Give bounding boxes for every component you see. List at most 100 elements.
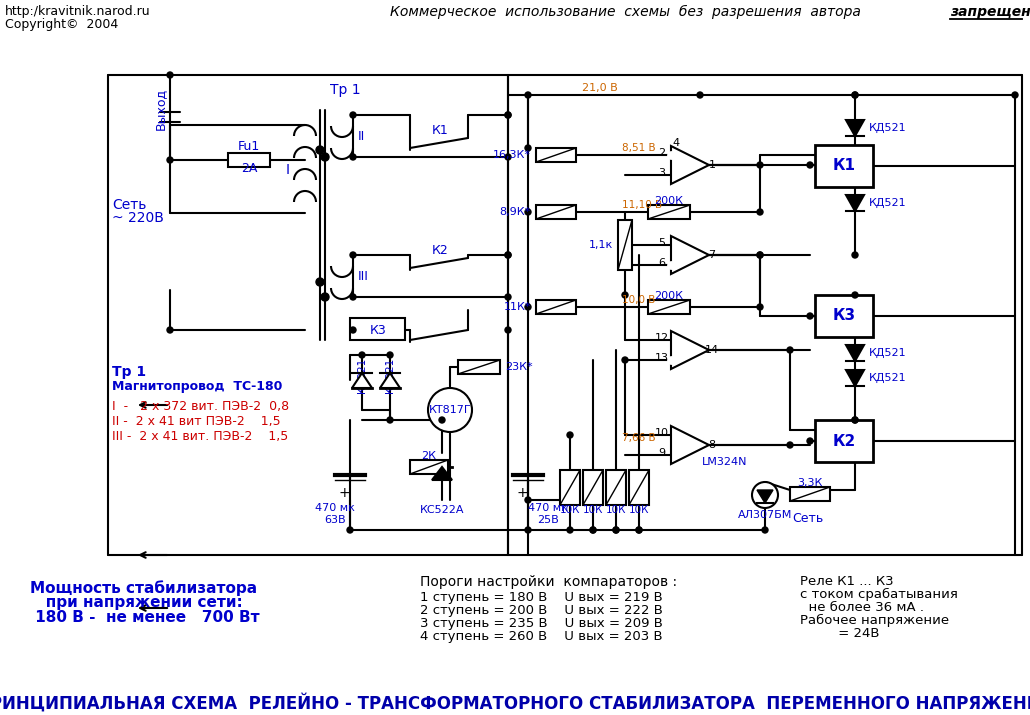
- Circle shape: [505, 112, 511, 118]
- Text: 8,51 В: 8,51 В: [622, 143, 656, 153]
- Circle shape: [852, 92, 858, 98]
- Text: КД221: КД221: [357, 358, 367, 393]
- Circle shape: [350, 252, 356, 258]
- Text: 16,3К*: 16,3К*: [493, 150, 531, 160]
- Text: 9: 9: [658, 448, 665, 458]
- Text: 180 В -  не менее   700 Вт: 180 В - не менее 700 Вт: [30, 610, 260, 625]
- Text: II -  2 х 41 вит ПЭВ-2    1,5: II - 2 х 41 вит ПЭВ-2 1,5: [112, 415, 280, 428]
- Polygon shape: [757, 490, 772, 503]
- Bar: [606, 470, 626, 505]
- Text: при напряжении сети:: при напряжении сети:: [30, 595, 243, 610]
- Circle shape: [613, 527, 619, 533]
- Text: 5: 5: [658, 238, 665, 248]
- Bar: [815, 420, 873, 462]
- Text: +: +: [339, 486, 350, 500]
- Polygon shape: [671, 146, 709, 184]
- Bar: [815, 145, 873, 187]
- Text: запрещено!: запрещено!: [950, 5, 1030, 19]
- Text: Магнитопровод  ТС-180: Магнитопровод ТС-180: [112, 380, 282, 393]
- Text: К1: К1: [432, 124, 448, 137]
- Circle shape: [787, 442, 793, 448]
- Text: КД521: КД521: [869, 348, 906, 358]
- Bar: [790, 487, 830, 501]
- Text: 470 мк: 470 мк: [528, 503, 568, 513]
- Text: I  -   2 х 372 вит. ПЭВ-2  0,8: I - 2 х 372 вит. ПЭВ-2 0,8: [112, 400, 289, 413]
- Text: 12: 12: [655, 333, 670, 343]
- Circle shape: [316, 146, 324, 154]
- Bar: [536, 300, 576, 314]
- Circle shape: [590, 527, 596, 533]
- Text: не более 36 мА .: не более 36 мА .: [800, 601, 924, 614]
- Text: 6: 6: [658, 258, 665, 268]
- Bar: [228, 153, 270, 167]
- Text: 10К: 10К: [560, 505, 580, 515]
- Text: +: +: [516, 486, 528, 500]
- Circle shape: [622, 357, 628, 363]
- Text: 1 ступень = 180 В    U вых = 219 В: 1 ступень = 180 В U вых = 219 В: [420, 591, 662, 604]
- Text: 25В: 25В: [537, 515, 559, 525]
- Polygon shape: [846, 120, 864, 136]
- Text: Мощность стабилизатора: Мощность стабилизатора: [30, 580, 258, 596]
- Bar: [350, 318, 405, 340]
- Text: 14: 14: [705, 345, 719, 355]
- Text: 11,10 В: 11,10 В: [622, 200, 662, 210]
- Text: 23К*: 23К*: [505, 362, 533, 372]
- Polygon shape: [846, 370, 864, 386]
- Text: Сеть: Сеть: [792, 511, 824, 525]
- Circle shape: [787, 347, 793, 353]
- Text: 7: 7: [709, 250, 716, 260]
- Text: = 24В: = 24В: [800, 627, 880, 640]
- Text: II: II: [358, 129, 366, 142]
- Text: 3 ступень = 235 В    U вых = 209 В: 3 ступень = 235 В U вых = 209 В: [420, 617, 663, 630]
- Circle shape: [752, 482, 778, 508]
- Text: 2А: 2А: [241, 162, 258, 174]
- Bar: [458, 360, 500, 374]
- Text: 4: 4: [673, 138, 680, 148]
- Text: 10: 10: [655, 428, 670, 438]
- Circle shape: [636, 527, 642, 533]
- Circle shape: [852, 252, 858, 258]
- Bar: [536, 148, 576, 162]
- Circle shape: [852, 92, 858, 98]
- Text: К3: К3: [370, 323, 386, 337]
- Circle shape: [525, 209, 531, 215]
- Text: Выход: Выход: [153, 88, 167, 130]
- Circle shape: [387, 417, 393, 423]
- Text: Реле К1 ... К3: Реле К1 ... К3: [800, 575, 894, 588]
- Circle shape: [525, 527, 531, 533]
- Circle shape: [757, 252, 763, 258]
- Text: К1: К1: [832, 159, 856, 174]
- Text: КД521: КД521: [869, 373, 906, 383]
- Bar: [648, 205, 690, 219]
- Bar: [583, 470, 603, 505]
- Text: ПРИНЦИПИАЛЬНАЯ СХЕМА  РЕЛЕЙНО - ТРАНСФОРМАТОРНОГО СТАБИЛИЗАТОРА  ПЕРЕМЕННОГО НАП: ПРИНЦИПИАЛЬНАЯ СХЕМА РЕЛЕЙНО - ТРАНСФОРМ…: [0, 694, 1030, 712]
- Text: Fu1: Fu1: [238, 140, 261, 153]
- Text: 200К: 200К: [654, 291, 684, 301]
- Text: LM324N: LM324N: [702, 457, 748, 467]
- Text: ~ 220В: ~ 220В: [112, 211, 164, 225]
- Circle shape: [852, 292, 858, 298]
- Circle shape: [505, 294, 511, 300]
- Circle shape: [316, 278, 324, 286]
- Circle shape: [697, 92, 703, 98]
- Text: 11К*: 11К*: [504, 302, 531, 312]
- Text: 10К: 10К: [583, 505, 604, 515]
- Text: К2: К2: [432, 244, 448, 257]
- Text: 3,3К: 3,3К: [797, 478, 823, 488]
- Circle shape: [505, 112, 511, 118]
- Text: 63В: 63В: [324, 515, 346, 525]
- Circle shape: [387, 352, 393, 358]
- Polygon shape: [352, 373, 372, 388]
- Polygon shape: [380, 373, 400, 388]
- Circle shape: [1012, 92, 1018, 98]
- Text: КД221: КД221: [385, 358, 396, 393]
- Text: 21,0 В: 21,0 В: [582, 83, 618, 93]
- Text: 4 ступень = 260 В    U вых = 203 В: 4 ступень = 260 В U вых = 203 В: [420, 630, 662, 643]
- Circle shape: [762, 527, 768, 533]
- Circle shape: [167, 72, 173, 78]
- Polygon shape: [671, 426, 709, 464]
- Text: 10К: 10К: [606, 505, 626, 515]
- Circle shape: [757, 252, 763, 258]
- Text: 1: 1: [709, 160, 716, 170]
- Circle shape: [505, 327, 511, 333]
